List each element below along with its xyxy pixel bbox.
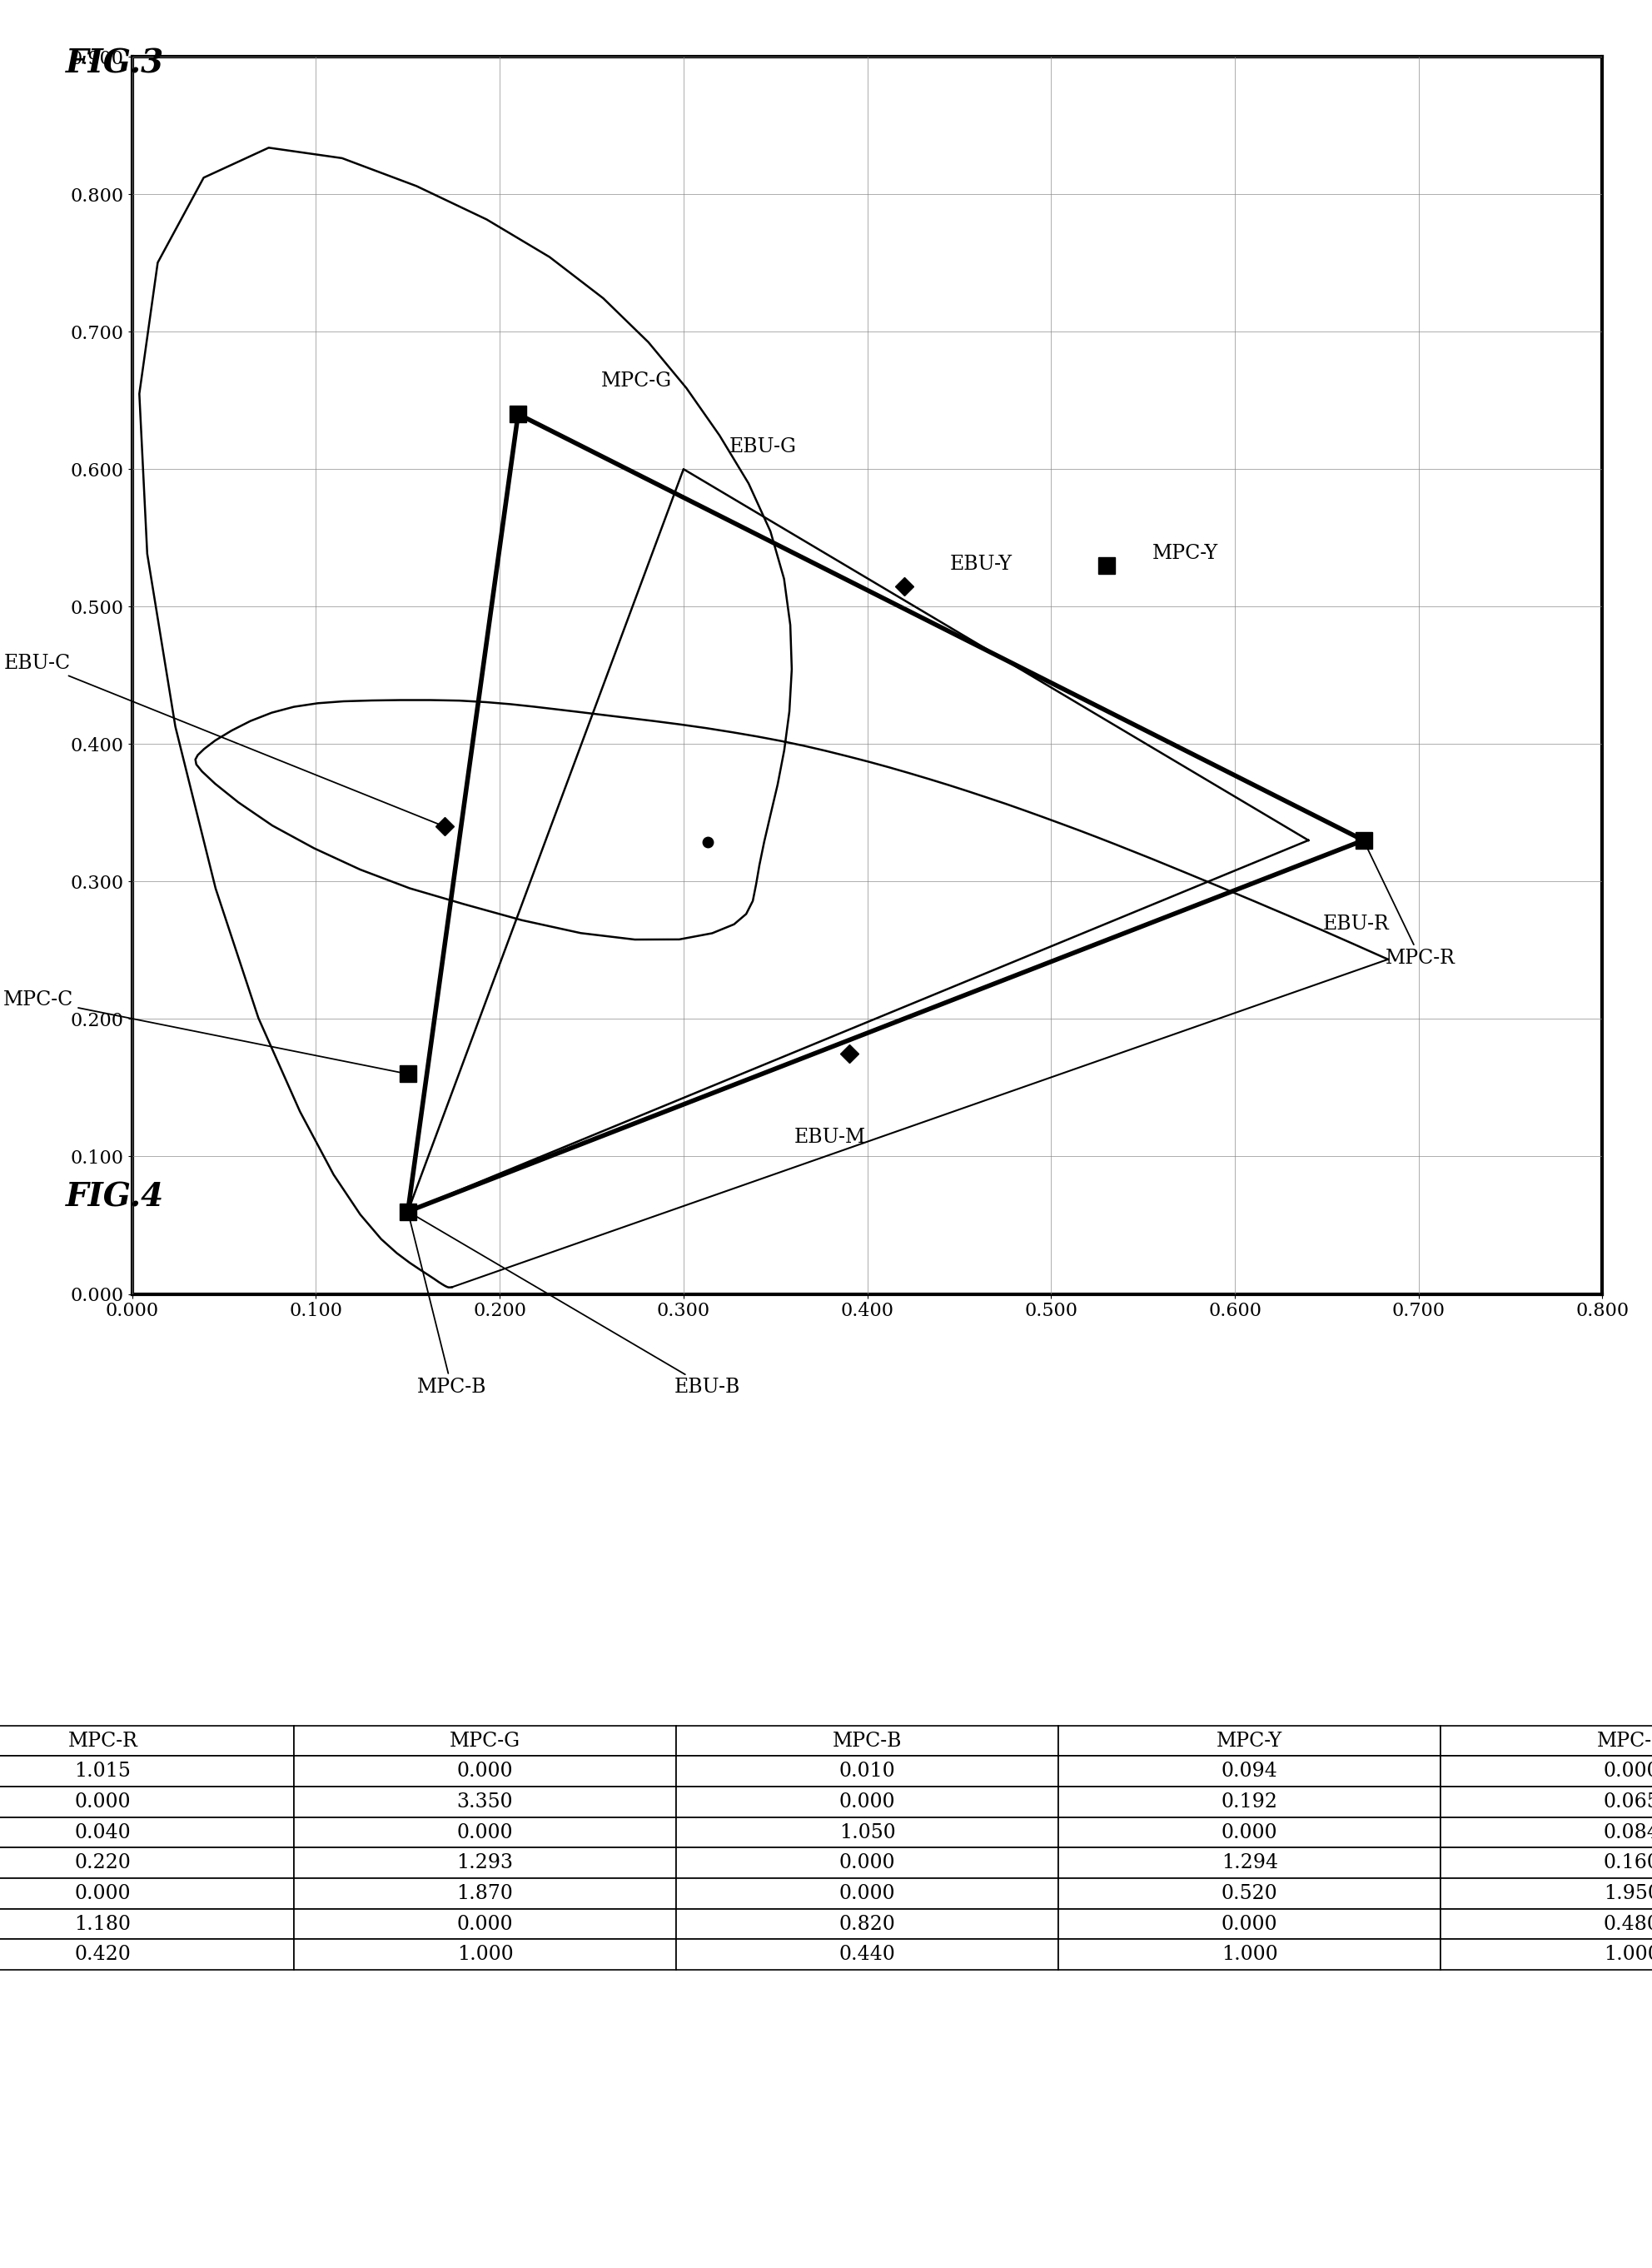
Text: EBU-M: EBU-M bbox=[793, 1127, 866, 1148]
Text: EBU-Y: EBU-Y bbox=[950, 553, 1013, 574]
Text: EBU-G: EBU-G bbox=[730, 438, 796, 456]
Text: MPC-C: MPC-C bbox=[3, 991, 406, 1073]
Text: FIG.3: FIG.3 bbox=[66, 48, 165, 79]
Text: EBU-B: EBU-B bbox=[410, 1213, 740, 1397]
Text: EBU-R: EBU-R bbox=[1323, 914, 1389, 934]
Text: FIG.4: FIG.4 bbox=[66, 1182, 165, 1213]
Text: EBU-C: EBU-C bbox=[3, 653, 443, 826]
Text: MPC-R: MPC-R bbox=[1365, 841, 1455, 968]
Text: MPC-Y: MPC-Y bbox=[1151, 544, 1218, 562]
Text: MPC-G: MPC-G bbox=[601, 372, 672, 390]
Text: MPC-B: MPC-B bbox=[408, 1213, 487, 1397]
